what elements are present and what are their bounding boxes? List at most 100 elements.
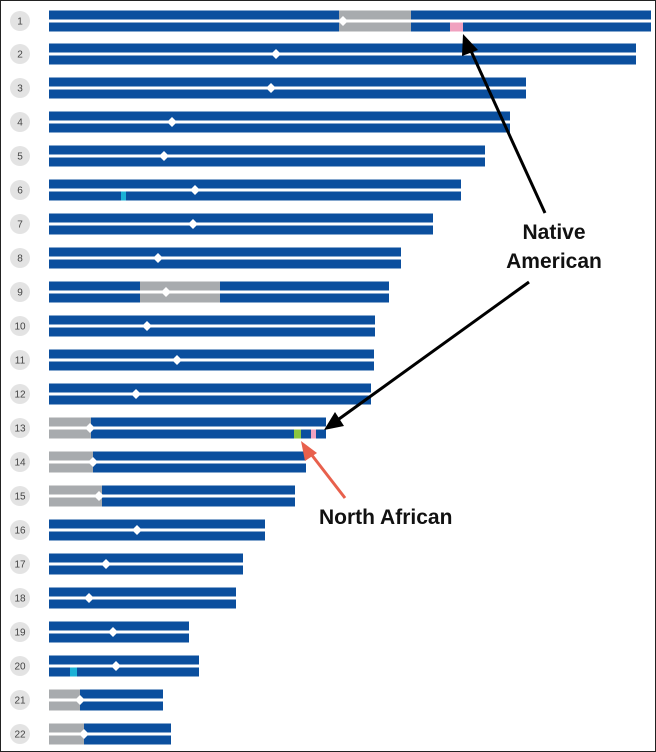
chromatid-top	[49, 451, 306, 461]
centromere-notch	[154, 253, 162, 257]
segment-gray	[140, 281, 220, 291]
chromatid-bottom	[49, 123, 510, 133]
chromatid-top	[49, 689, 163, 699]
segment-gray	[49, 485, 102, 495]
segment-primary	[80, 701, 163, 711]
centromere-notch	[133, 525, 141, 529]
segment-gray	[49, 417, 91, 427]
number-badge-circle	[10, 180, 30, 200]
segment-primary	[49, 519, 265, 529]
number-badge-circle	[10, 486, 30, 506]
chromosome-number-badge: 22	[10, 724, 30, 744]
chromosome-number: 5	[17, 152, 23, 163]
segment-primary	[49, 293, 140, 303]
number-badge-circle	[10, 588, 30, 608]
segment-gray	[49, 689, 80, 699]
chromosome-number: 12	[14, 390, 26, 401]
centromere-notch	[76, 701, 84, 705]
chromosome-number-badge: 15	[10, 486, 30, 506]
centromere-notch	[132, 389, 140, 393]
segment-primary	[463, 22, 651, 32]
chromosome-number-badge: 10	[10, 316, 30, 336]
centromere-notch	[160, 157, 168, 161]
chromosome-number: 6	[17, 186, 23, 197]
segment-gray	[49, 429, 91, 439]
number-badge-circle	[10, 112, 30, 132]
number-badge-circle	[10, 622, 30, 642]
segment-primary	[220, 293, 389, 303]
chromosome-10: 10	[10, 315, 375, 337]
centromere-notch	[89, 463, 97, 467]
chromosome-13: 13	[10, 417, 326, 439]
chromatid-top	[49, 10, 651, 20]
segment-primary	[49, 111, 510, 121]
chromatid-top	[49, 247, 401, 257]
chromosome-8: 8	[10, 247, 401, 269]
centromere-notch	[95, 491, 103, 495]
chromosome-number-badge: 5	[10, 146, 30, 166]
chromosome-number: 16	[14, 526, 26, 537]
chromatid-bottom	[49, 429, 326, 439]
centromere-notch	[109, 627, 117, 631]
chromatid-bottom	[49, 531, 265, 541]
north-african-label: North African	[319, 506, 453, 529]
centromere-notch	[132, 395, 140, 399]
chromosome-4: 4	[10, 111, 510, 133]
chromatid-bottom	[49, 701, 163, 711]
number-badge-circle	[10, 520, 30, 540]
segment-primary	[49, 213, 433, 223]
chromatid-bottom	[49, 395, 371, 405]
segment-primary	[91, 429, 294, 439]
chromosome-number: 19	[14, 628, 26, 639]
centromere-notch	[143, 321, 151, 325]
segment-primary	[93, 463, 306, 473]
chromatid-bottom	[49, 293, 389, 303]
chromatid-top	[49, 111, 510, 121]
segment-gray	[339, 22, 411, 32]
centromere-notch	[112, 661, 120, 665]
chromosome-number: 3	[17, 84, 23, 95]
chromosome-number: 4	[17, 118, 23, 129]
segment-primary	[102, 485, 295, 495]
chromatid-bottom	[49, 191, 461, 201]
segment-primary	[49, 599, 236, 609]
chromatid-bottom	[49, 565, 243, 575]
centromere-notch	[80, 729, 88, 733]
segment-primary	[84, 735, 171, 745]
centromere-notch	[267, 89, 275, 93]
number-badge-circle	[10, 724, 30, 744]
segment-primary	[49, 361, 374, 371]
segment-primary	[316, 429, 326, 439]
segment-cyan	[121, 191, 126, 201]
chromosome-number-badge: 14	[10, 452, 30, 472]
segment-gray	[49, 735, 84, 745]
number-badge-circle	[10, 11, 30, 31]
segment-primary	[49, 157, 485, 167]
centromere-notch	[102, 565, 110, 569]
centromere-notch	[339, 16, 347, 20]
native-american-label: Native American	[491, 218, 617, 276]
segment-gray	[49, 701, 80, 711]
segment-primary	[301, 429, 311, 439]
centromere-notch	[143, 327, 151, 331]
chromosome-number: 2	[17, 50, 23, 61]
chromosome-number-badge: 21	[10, 690, 30, 710]
segment-primary	[49, 633, 189, 643]
chromatid-top	[49, 213, 433, 223]
chromosome-number: 7	[17, 220, 23, 231]
number-badge-circle	[10, 418, 30, 438]
chromosome-number: 9	[17, 288, 23, 299]
chromatid-top	[49, 281, 389, 291]
number-badge-circle	[10, 44, 30, 64]
chromatid-top	[49, 315, 375, 325]
chromatid-bottom	[49, 157, 485, 167]
chromatid-bottom	[49, 22, 651, 32]
segment-cyan	[70, 667, 77, 677]
centromere-notch	[191, 191, 199, 195]
chromosome-number: 17	[14, 560, 26, 571]
chromosome-12: 12	[10, 383, 371, 405]
number-badge-circle	[10, 248, 30, 268]
chromatid-bottom	[49, 497, 295, 507]
chromatid-top	[49, 485, 295, 495]
